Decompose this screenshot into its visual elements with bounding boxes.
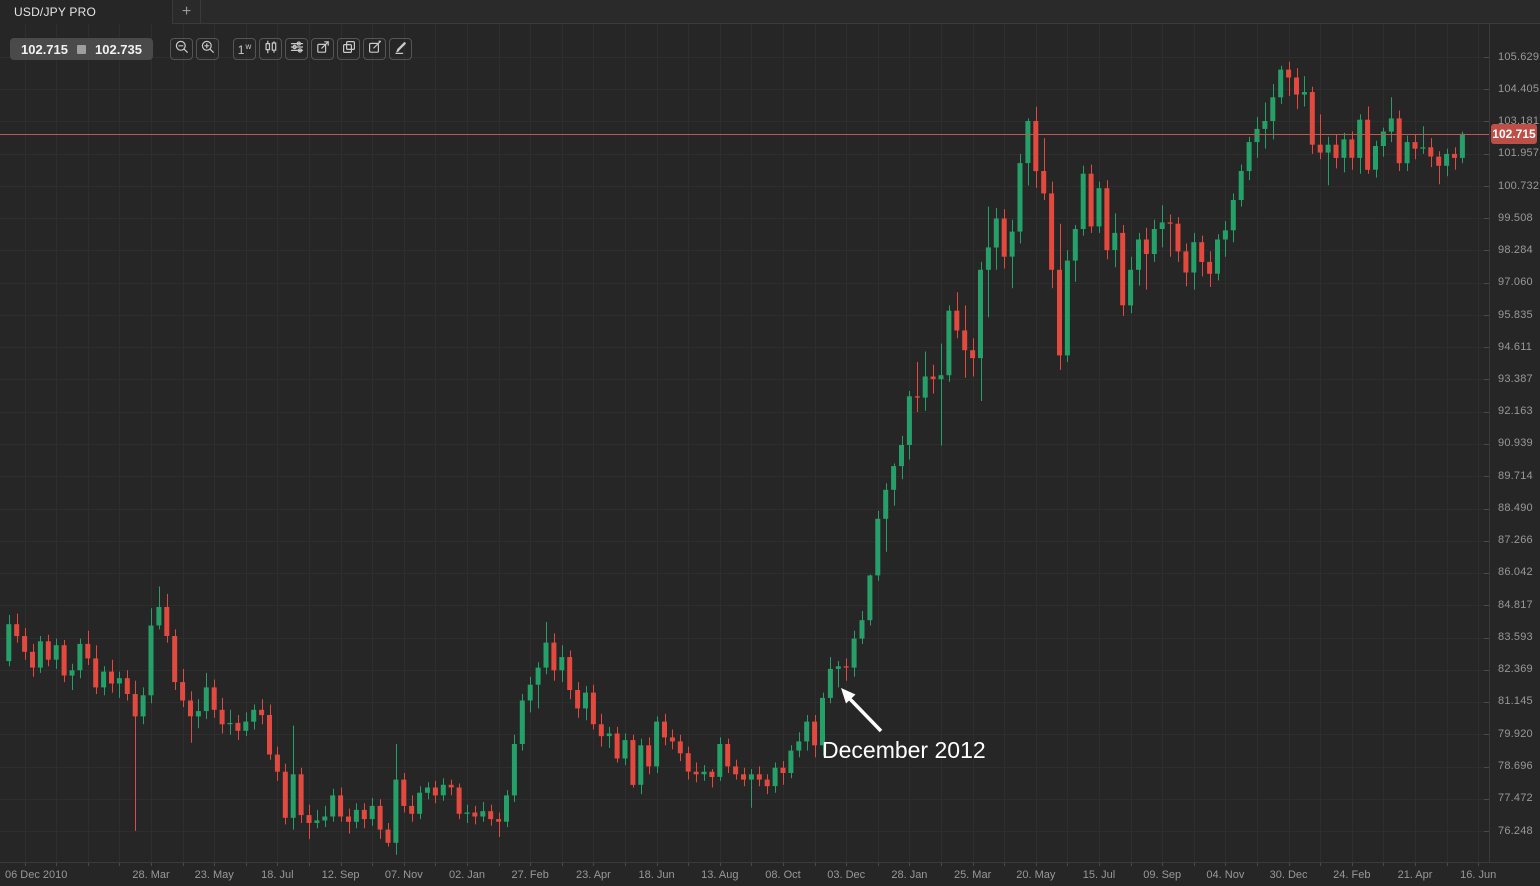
new-tab-button[interactable]: + [172,0,201,24]
price-axis-label: 90.939 [1498,437,1533,450]
tab-usdjpy-pro[interactable]: USD/JPY PRO [0,0,172,24]
indicator-sliders-icon [289,39,305,60]
time-axis-label: 13. Aug [701,869,739,881]
time-axis-label: 04. Nov [1206,869,1245,881]
chart-toolbar: 102.715 102.735 1w [10,38,412,60]
time-axis-label: 28. Mar [132,869,170,881]
price-axis-label: 86.042 [1498,566,1533,579]
zoom-out-button[interactable] [170,38,193,60]
price-axis-label: 77.472 [1498,792,1533,805]
price-axis-label: 89.714 [1498,469,1533,482]
price-axis-label: 88.490 [1498,502,1533,514]
time-axis-label: 18. Jun [638,869,675,881]
price-axis-label: 104.405 [1498,82,1540,95]
price-axis-label: 101.957 [1498,147,1540,160]
chart-annotation-december-2012[interactable]: December 2012 [822,737,986,763]
price-axis-label: 95.835 [1498,308,1533,321]
price-axis-label: 78.696 [1498,760,1533,772]
time-axis-label: 27. Feb [511,869,549,881]
magnifier-plus-icon [200,39,216,60]
edit-icon [367,39,383,60]
price-axis-label: 76.248 [1498,824,1533,837]
marker-button[interactable] [389,38,412,60]
price-axis-label: 87.266 [1498,534,1533,547]
bid-price: 102.715 [21,41,68,57]
time-axis-label: 24. Feb [1333,869,1371,881]
time-axis-label: 30. Dec [1269,869,1308,881]
spread-square-icon [77,44,86,54]
timeframe-label: 1w [237,41,252,57]
price-axis-label: 92.163 [1498,405,1533,418]
candlestick-chart-type-icon [263,39,279,60]
price-axis-label: 99.508 [1498,211,1533,224]
expand-button[interactable] [311,38,334,60]
expand-icon [315,39,331,60]
price-axis-label: 100.732 [1498,179,1540,192]
time-axis-label: 06 Dec 2010 [5,869,68,881]
marker-icon [393,39,409,60]
time-axis-label: 16. Jun [1460,869,1497,881]
time-axis-label: 08. Oct [765,869,801,881]
time-axis-label: 03. Dec [827,869,866,881]
zoom-in-button[interactable] [196,38,219,60]
time-axis[interactable]: 06 Dec 2010 28. Mar 23. May 18. Jul 12. Sep 0… [0,862,1540,886]
price-axis-label: 83.593 [1498,631,1533,643]
time-axis-label: 20. May [1016,869,1056,881]
tab-title: USD/JPY PRO [14,5,96,19]
time-axis-label: 28. Jan [891,869,928,881]
magnifier-minus-icon [174,39,190,60]
price-axis-label: 81.145 [1498,695,1533,708]
edit-button[interactable] [363,38,386,60]
time-axis-label: 07. Nov [384,869,423,881]
price-axis-label: 103.181 [1498,114,1540,127]
time-axis-label: 25. Mar [953,869,992,881]
time-axis-label: 09. Sep [1143,869,1182,881]
time-axis-label: 15. Jul [1082,869,1116,881]
timeframe-button[interactable]: 1w [233,38,256,60]
price-axis-label: 84.817 [1498,598,1533,611]
price-axis-label: 97.060 [1498,276,1533,289]
time-axis-label: 23. Apr [575,869,611,881]
price-axis-label: 98.284 [1498,243,1533,256]
chart-type-button[interactable] [259,38,282,60]
tab-bar-filler [201,0,1540,24]
price-axis[interactable]: 102.715 105.629 104.405 103.181 101.957 100.… [1489,24,1540,862]
time-axis-label: 12. Sep [321,869,360,881]
duplicate-icon [341,39,357,60]
time-axis-label: 18. Jul [261,869,294,881]
time-axis-label: 02. Jan [448,869,486,881]
duplicate-button[interactable] [337,38,360,60]
annotation-arrow[interactable] [841,688,883,733]
price-axis-label: 93.387 [1498,372,1533,385]
bid-ask-quote[interactable]: 102.715 102.735 [10,38,153,60]
plus-icon: + [181,2,192,20]
price-axis-label: 105.629 [1498,50,1540,63]
chart-tab-bar: USD/JPY PRO + [0,0,1540,24]
ask-price: 102.735 [95,41,142,57]
time-axis-label: 21. Apr [1397,869,1433,881]
price-axis-label: 82.369 [1498,663,1533,676]
indicators-button[interactable] [285,38,308,60]
price-axis-label: 79.920 [1498,727,1533,740]
time-axis-label: 23. May [194,869,234,881]
price-axis-label: 94.611 [1498,340,1533,353]
current-price-tag: 102.715 [1491,123,1537,144]
